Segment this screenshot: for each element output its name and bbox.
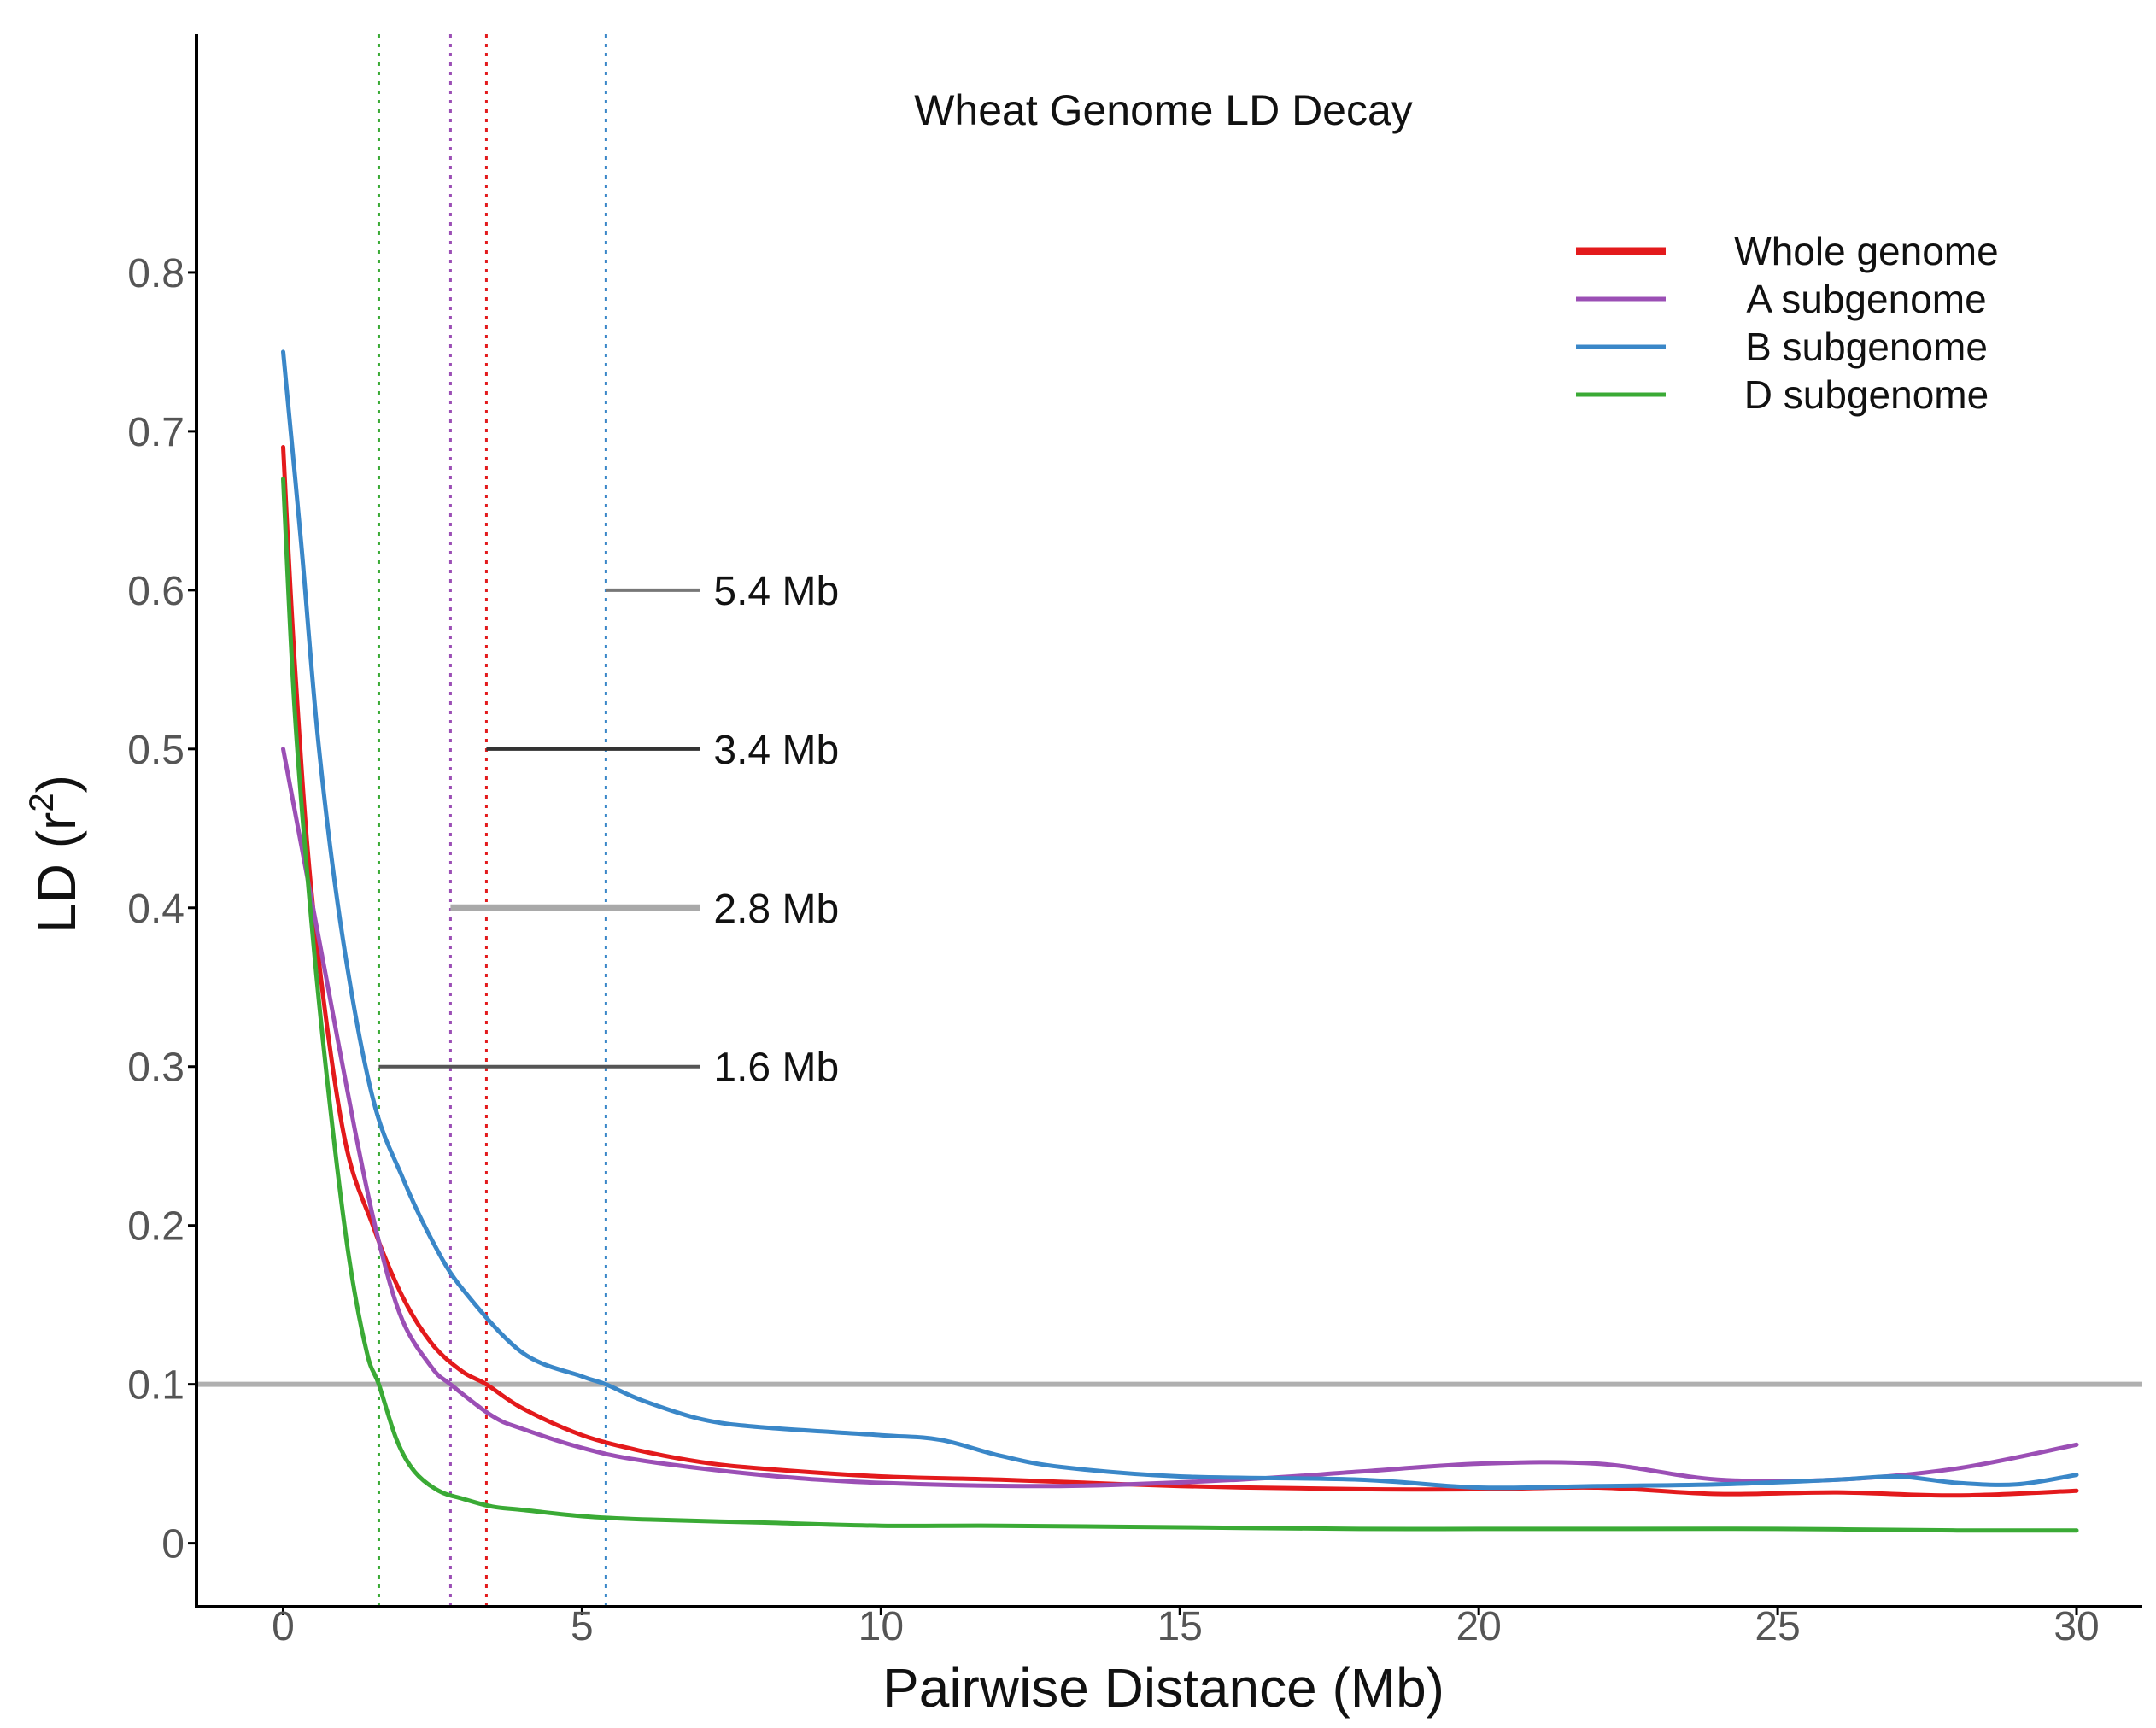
x-tick-label: 20 <box>1456 1604 1501 1649</box>
decay-label: 5.4 Mb <box>713 569 839 614</box>
y-tick-label: 0.6 <box>127 569 185 614</box>
legend-label: Whole genome <box>1734 229 1998 273</box>
decay-label: 1.6 Mb <box>713 1046 839 1091</box>
chart-title: Wheat Genome LD Decay <box>914 86 1413 134</box>
x-tick-label: 25 <box>1755 1604 1800 1649</box>
x-tick-label: 30 <box>2053 1604 2099 1649</box>
y-tick-label: 0.2 <box>127 1204 185 1250</box>
decay-label: 2.8 Mb <box>713 887 839 932</box>
y-tick-label: 0 <box>161 1522 185 1567</box>
series-line <box>281 747 2079 1489</box>
x-tick-label: 15 <box>1157 1604 1203 1649</box>
series-line <box>281 477 2079 1533</box>
series-line <box>281 349 2079 1491</box>
legend-label: A subgenome <box>1746 277 1986 321</box>
x-tick-label: 0 <box>272 1604 295 1649</box>
y-axis-label: LD (r2) <box>23 775 87 934</box>
series-line <box>281 445 2079 1498</box>
x-tick-label: 10 <box>858 1604 904 1649</box>
legend-label: D subgenome <box>1744 372 1989 417</box>
y-tick-label: 0.5 <box>127 728 185 773</box>
y-tick-label: 0.8 <box>127 251 185 296</box>
y-tick-label: 0.7 <box>127 410 185 455</box>
legend-label: B subgenome <box>1745 325 1988 369</box>
y-tick-label: 0.3 <box>127 1046 185 1091</box>
y-tick-label: 0.4 <box>127 887 185 932</box>
decay-label: 3.4 Mb <box>713 728 839 773</box>
x-axis-label: Pairwise Distance (Mb) <box>882 1657 1444 1719</box>
y-tick-label: 0.1 <box>127 1363 185 1409</box>
x-tick-label: 5 <box>571 1604 594 1649</box>
